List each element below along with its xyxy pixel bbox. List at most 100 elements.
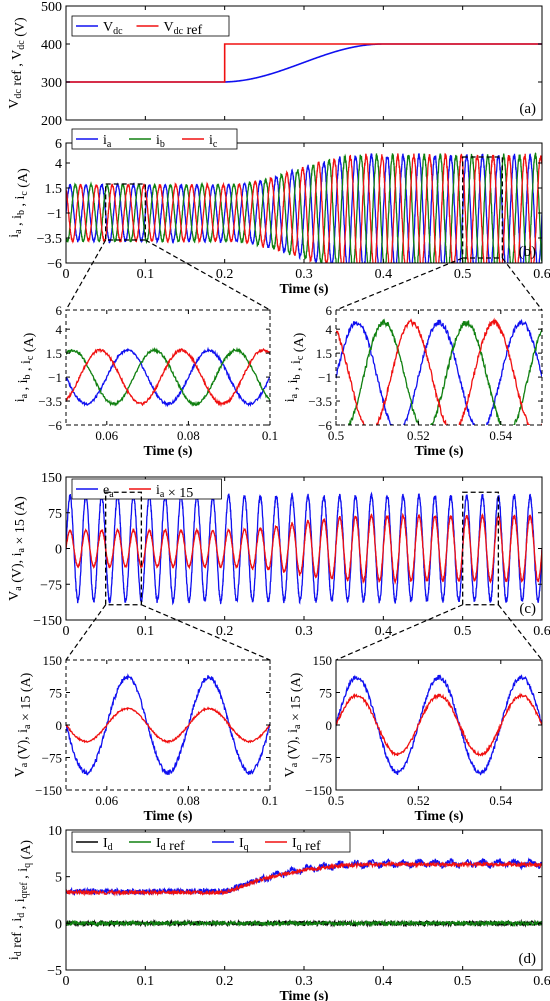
y-tick-label-a-3: 500: [41, 0, 62, 15]
plot-area-c1: [66, 673, 270, 776]
legend-entry-a-0: Vdc: [103, 20, 123, 37]
zoom-connector-b-1-right: [501, 257, 543, 311]
panel-label-b: (b): [519, 244, 537, 260]
y-tick-label-b-2: −1: [47, 207, 62, 222]
x-tick-label-b1-0: 0.06: [95, 428, 118, 443]
legend-entry-b-1: ib: [156, 133, 165, 150]
zoom-box-b-1: [462, 156, 503, 259]
x-tick-label-c-4: 0.4: [375, 624, 393, 639]
y-tick-label-b1-4: 4: [56, 322, 63, 337]
chart-panel-b: 0 0.1 0.2 0.3 0.4 0.5 0.6 −6 −3.5 −1 1.5 4 6 Time (s)…: [7, 128, 550, 297]
x-tick-label-b2-0: 0.5: [328, 428, 344, 443]
y-tick-label-b-0: −6: [47, 257, 62, 272]
legend-entry-c-1: ia × 15: [156, 483, 193, 501]
x-axis-label-c2: Time (s): [414, 809, 463, 824]
x-tick-label-d-0: 0: [63, 974, 70, 989]
y-tick-label-c2-4: 150: [313, 653, 333, 668]
x-tick-label-c1-1: 0.08: [177, 793, 200, 808]
y-tick-label-b-5: 6: [55, 137, 62, 152]
plot-area-d: [66, 857, 542, 928]
series-line-c1-0: [66, 673, 270, 776]
x-tick-label-c-1: 0.1: [137, 624, 155, 639]
zoom-connector-c-0-left: [65, 604, 107, 661]
axes-frame-b1: [65, 309, 271, 426]
legend-d: Id Id ref Iq Iq ref: [71, 831, 351, 854]
y-tick-label-c1-0: −150: [35, 783, 62, 798]
x-tick-label-b-0: 0: [63, 267, 70, 282]
series-line-a-1: [66, 43, 542, 83]
x-tick-label-b2-2: 0.54: [489, 428, 512, 443]
zoom-connector-c-1-right: [497, 604, 543, 661]
x-axis-label-b: Time (s): [279, 282, 328, 297]
y-tick-label-c2-0: −150: [305, 783, 332, 798]
y-tick-label-c1-4: 150: [43, 653, 63, 668]
legend-entry-d-2: Iq: [239, 836, 249, 853]
y-tick-label-b-4: 4: [55, 157, 62, 172]
y-tick-label-c1-1: −75: [42, 751, 62, 766]
x-tick-label-b-4: 0.4: [375, 267, 393, 282]
zoom-box-b-0: [105, 183, 146, 241]
legend-box-d: [71, 831, 351, 853]
x-tick-label-d-4: 0.4: [375, 974, 393, 989]
zoom-connector-b-0-left: [65, 239, 107, 311]
x-tick-label-b1-2: 0.1: [262, 428, 278, 443]
series-line-b2-2: [336, 317, 542, 425]
x-tick-label-c-2: 0.2: [216, 624, 234, 639]
y-tick-label-d-2: 5: [55, 871, 62, 886]
plot-area-b2: [336, 317, 542, 425]
axes-frame-b2: [335, 309, 543, 426]
plot-area-b1: [66, 346, 270, 408]
y-tick-label-c2-3: 75: [319, 686, 332, 701]
x-tick-label-d-5: 0.5: [454, 974, 472, 989]
y-tick-label-a-2: 400: [41, 38, 62, 53]
x-tick-label-c2-1: 0.52: [407, 793, 430, 808]
y-tick-label-b2-1: −3.5: [308, 394, 332, 409]
y-tick-label-b2-2: −1: [318, 370, 332, 385]
y-axis-label-c1: Va (V), ia × 15 (A): [13, 672, 34, 777]
x-tick-label-b-1: 0.1: [137, 267, 155, 282]
y-tick-label-b2-3: 1.5: [316, 346, 332, 361]
series-line-d-1: [66, 919, 542, 928]
x-tick-label-b-5: 0.5: [454, 267, 472, 282]
y-tick-label-b1-0: −6: [48, 418, 62, 433]
y-axis-label-c2: Va (V), ia × 15 (A): [283, 672, 304, 777]
zoom-connector-b-0-right: [145, 239, 271, 311]
x-tick-label-b-3: 0.3: [295, 267, 313, 282]
legend-c: ea ia × 15: [71, 478, 222, 501]
y-axis-label-b2: ia , ib , ic (A): [283, 332, 307, 402]
y-tick-label-c-3: 75: [48, 507, 62, 522]
y-tick-label-c-1: −75: [40, 578, 62, 593]
y-axis-label-b1: ia , ib , ic (A): [13, 332, 37, 402]
panel-label-d: (d): [519, 951, 537, 967]
legend-entry-c-0: ea: [103, 483, 114, 500]
x-tick-label-b1-1: 0.08: [177, 428, 200, 443]
series-line-c1-1: [66, 706, 270, 745]
x-tick-label-c-3: 0.3: [295, 624, 313, 639]
x-axis-label-d: Time (s): [279, 989, 328, 1001]
y-axis-label-c: Va (V), ia × 15 (A): [7, 496, 28, 601]
zoom-connector-c-1-left: [335, 604, 463, 661]
y-tick-label-c2-1: −75: [312, 751, 332, 766]
y-tick-label-b2-0: −6: [318, 418, 332, 433]
x-tick-label-d-3: 0.3: [295, 974, 313, 989]
x-tick-label-d-1: 0.1: [137, 974, 155, 989]
x-axis-label-b1: Time (s): [143, 444, 192, 459]
series-line-c2-1: [336, 692, 542, 757]
y-tick-label-d-0: −5: [47, 964, 62, 979]
y-tick-label-b2-5: 6: [326, 303, 333, 318]
x-axis-label-c1: Time (s): [143, 809, 192, 824]
x-tick-label-c1-2: 0.1: [262, 793, 278, 808]
x-axis-label-b2: Time (s): [414, 444, 463, 459]
legend-b: ia ib ic: [71, 128, 238, 150]
chart-panel-b1: 0.06 0.08 0.1 −6 −3.5 −1 1.5 4 6 Time (s) ia , ib …: [13, 303, 278, 459]
panel-label-a: (a): [519, 101, 536, 117]
x-tick-label-c-0: 0: [63, 624, 70, 639]
series-line-b1-2: [66, 348, 270, 408]
x-tick-label-b2-1: 0.52: [407, 428, 430, 443]
y-tick-label-c1-3: 75: [49, 686, 62, 701]
y-tick-label-b1-5: 6: [56, 303, 63, 318]
legend-a: Vdc Vdc ref: [71, 15, 230, 38]
y-tick-label-b2-4: 4: [326, 322, 333, 337]
